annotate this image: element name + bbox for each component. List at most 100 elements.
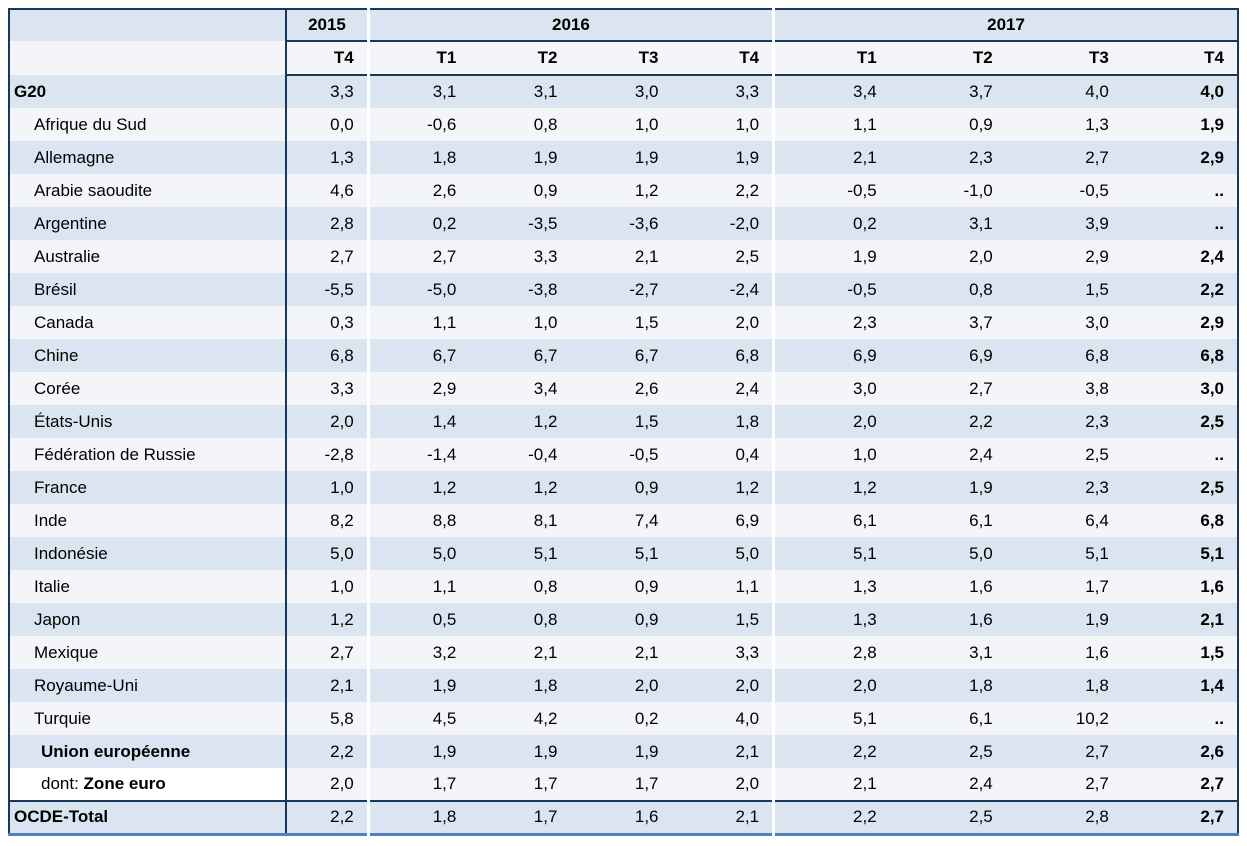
row-label-text: Mexique: [34, 642, 99, 662]
cell-value: 0,0: [285, 108, 369, 141]
cell-value: 2,0: [772, 669, 890, 702]
cell-value: 2,0: [671, 768, 774, 801]
corner-cell: [9, 9, 287, 41]
cell-value: 2,5: [889, 800, 1006, 834]
cell-value: 1,0: [570, 108, 672, 141]
cell-value: 2,2: [285, 735, 369, 768]
table-row: Japon 1,2 0,5 0,8 0,9 1,5 1,3 1,6 1,9 2,1: [9, 603, 1238, 636]
row-label: Mexique: [9, 636, 287, 669]
cell-value: 2,3: [889, 141, 1006, 174]
cell-value: 2,7: [1121, 800, 1238, 834]
cell-value: 4,6: [285, 174, 369, 207]
cell-value: 4,0: [671, 702, 774, 735]
cell-value: 2,8: [1005, 800, 1122, 834]
cell-value: -0,5: [772, 273, 890, 306]
row-label-text: Chine: [34, 345, 79, 365]
gdp-growth-table: 2015 2016 2017 T4 T1 T2 T3 T4 T1 T2 T3 T4 G20 3,3…: [8, 8, 1239, 836]
cell-value: 1,1: [366, 570, 470, 603]
row-label: G20: [9, 75, 287, 108]
cell-value: -2,4: [671, 273, 774, 306]
cell-value: 0,9: [889, 108, 1006, 141]
row-label: OCDE-Total: [9, 800, 287, 834]
quarter-header: T2: [889, 41, 1006, 76]
cell-value: 1,9: [889, 471, 1006, 504]
cell-value: 5,1: [772, 702, 890, 735]
cell-value: 1,3: [1005, 108, 1122, 141]
cell-value: 1,9: [1121, 108, 1238, 141]
cell-value: 2,8: [772, 636, 890, 669]
cell-value: 0,8: [469, 108, 571, 141]
table-row: Argentine 2,8 0,2 -3,5 -3,6 -2,0 0,2 3,1 3,9..: [9, 207, 1238, 240]
cell-value: 2,9: [1121, 306, 1238, 339]
cell-value: 2,7: [366, 240, 470, 273]
cell-value: 2,2: [889, 405, 1006, 438]
row-label: Royaume-Uni: [9, 669, 287, 702]
cell-value: 1,0: [671, 108, 774, 141]
cell-value: 5,1: [469, 537, 571, 570]
cell-value: 2,0: [570, 669, 672, 702]
cell-value: 2,5: [889, 735, 1006, 768]
cell-value: 6,8: [1121, 504, 1238, 537]
cell-value: 5,8: [285, 702, 369, 735]
cell-value: 1,8: [469, 669, 571, 702]
cell-value: 1,2: [285, 603, 369, 636]
row-label-text: Fédération de Russie: [34, 444, 196, 464]
row-label: Brésil: [9, 273, 287, 306]
cell-value: 2,0: [671, 306, 774, 339]
row-label-text: Argentine: [34, 213, 107, 233]
row-label-text: Canada: [34, 312, 94, 332]
cell-value: 6,9: [671, 504, 774, 537]
cell-value: 2,2: [772, 735, 890, 768]
table-row: Italie 1,0 1,1 0,8 0,9 1,1 1,3 1,6 1,7 1,6: [9, 570, 1238, 603]
quarter-header: T1: [772, 41, 890, 76]
row-label: Argentine: [9, 207, 287, 240]
cell-value: 2,7: [889, 372, 1006, 405]
cell-value: 3,3: [285, 372, 369, 405]
row-label: Indonésie: [9, 537, 287, 570]
cell-value: 1,0: [285, 471, 369, 504]
cell-value: 1,5: [1005, 273, 1122, 306]
cell-value: 2,1: [469, 636, 571, 669]
cell-value: 1,5: [570, 405, 672, 438]
cell-value: 1,7: [469, 768, 571, 801]
year-header: 2015: [285, 9, 369, 42]
cell-value: 5,0: [366, 537, 470, 570]
row-label-text: France: [34, 477, 87, 497]
cell-value: 1,2: [469, 471, 571, 504]
cell-value: 2,3: [772, 306, 890, 339]
year-header: 2017: [772, 9, 1238, 42]
row-label-text: Indonésie: [34, 543, 108, 563]
quarter-header: T3: [1005, 41, 1122, 76]
cell-value: 2,0: [285, 768, 369, 801]
cell-value: 1,8: [671, 405, 774, 438]
cell-value: 0,8: [469, 603, 571, 636]
table-row: Fédération de Russie -2,8 -1,4 -0,4 -0,5 0,4 1…: [9, 438, 1238, 471]
cell-value: 6,1: [889, 702, 1006, 735]
row-label-text: Afrique du Sud: [34, 114, 147, 134]
cell-value: 8,8: [366, 504, 470, 537]
cell-value: 6,8: [671, 339, 774, 372]
cell-value: 3,1: [469, 75, 571, 108]
cell-value: 0,9: [570, 570, 672, 603]
cell-value: 1,0: [469, 306, 571, 339]
cell-value: 4,0: [1005, 75, 1122, 108]
cell-value: 1,6: [570, 800, 672, 834]
quarter-header: T4: [285, 41, 369, 76]
cell-value: -5,0: [366, 273, 470, 306]
row-label: dont: Zone euro: [9, 768, 287, 801]
row-label: États-Unis: [9, 405, 287, 438]
table-row: États-Unis 2,0 1,4 1,2 1,5 1,8 2,0 2,2 2,3 2,5: [9, 405, 1238, 438]
cell-value: -0,5: [570, 438, 672, 471]
table-row: Union européenne 2,2 1,9 1,9 1,9 2,1 2,2 2,5 2,7…: [9, 735, 1238, 768]
cell-value: -0,4: [469, 438, 571, 471]
cell-value: 1,8: [1005, 669, 1122, 702]
row-label: France: [9, 471, 287, 504]
cell-value: 1,2: [671, 471, 774, 504]
cell-value: 3,0: [1005, 306, 1122, 339]
cell-value: 7,4: [570, 504, 672, 537]
cell-value: 1,9: [772, 240, 890, 273]
cell-value: 2,1: [285, 669, 369, 702]
cell-value: 1,7: [1005, 570, 1122, 603]
cell-value: 1,2: [772, 471, 890, 504]
cell-value: 5,1: [1121, 537, 1238, 570]
